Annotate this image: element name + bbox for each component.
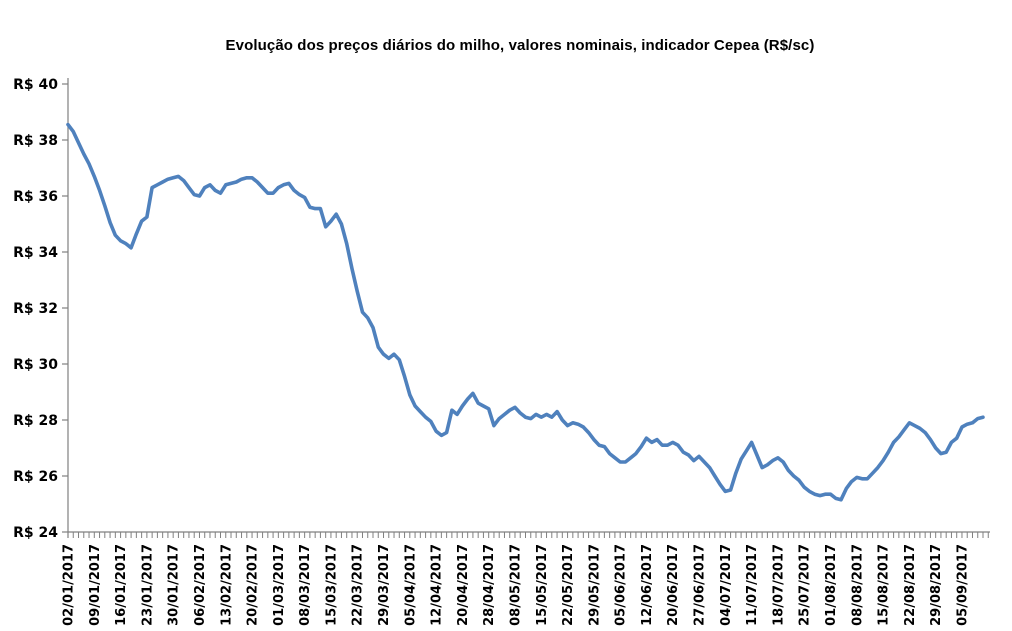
x-tick-label: 15/03/2017	[324, 544, 339, 626]
y-tick-label: R$ 40	[13, 77, 58, 93]
x-tick-label: 05/09/2017	[955, 544, 970, 626]
x-tick-label: 13/02/2017	[219, 544, 234, 626]
x-tick-label: 02/01/2017	[62, 544, 77, 626]
x-tick-label: 23/01/2017	[140, 544, 155, 626]
x-tick-label: 01/03/2017	[272, 544, 287, 626]
chart-title: Evolução dos preços diários do milho, va…	[225, 37, 815, 54]
x-axis-labels: 02/01/2017 09/01/2017 16/01/2017 23/01/2017…	[62, 544, 971, 626]
x-tick-label: 22/03/2017	[351, 544, 366, 626]
x-tick-label: 05/04/2017	[403, 544, 418, 626]
x-tick-label: 20/06/2017	[666, 544, 681, 626]
x-tick-label: 12/06/2017	[640, 544, 655, 626]
x-tick-label: 09/01/2017	[88, 544, 103, 626]
x-tick-label: 15/05/2017	[535, 544, 550, 626]
price-line	[66, 122, 985, 502]
x-tick-label: 29/05/2017	[587, 544, 602, 626]
x-tick-label: 01/08/2017	[824, 544, 839, 626]
axes	[62, 78, 990, 538]
y-tick-label: R$ 24	[13, 525, 58, 541]
x-tick-label: 30/01/2017	[167, 544, 182, 626]
x-tick-label: 15/08/2017	[877, 544, 892, 626]
x-tick-label: 16/01/2017	[114, 544, 129, 626]
x-tick-label: 08/05/2017	[508, 544, 523, 626]
x-tick-label: 12/04/2017	[430, 544, 445, 626]
x-tick-label: 06/02/2017	[193, 544, 208, 626]
x-tick-label: 22/08/2017	[903, 544, 918, 626]
x-tick-label: 28/04/2017	[482, 544, 497, 626]
y-tick-label: R$ 38	[13, 133, 58, 149]
y-axis-labels: R$ 24 R$ 26 R$ 28 R$ 30 R$ 32 R$ 34 R$ 36 R$ 38…	[13, 77, 58, 541]
x-tick-label: 18/07/2017	[771, 544, 786, 626]
x-tick-label: 25/07/2017	[798, 544, 813, 626]
y-tick-label: R$ 30	[13, 357, 58, 373]
x-tick-label: 04/07/2017	[719, 544, 734, 626]
x-axis-ticks	[67, 532, 989, 538]
x-tick-label: 27/06/2017	[693, 544, 708, 626]
y-tick-label: R$ 32	[13, 301, 58, 317]
y-tick-label: R$ 28	[13, 413, 58, 429]
x-tick-label: 11/07/2017	[745, 544, 760, 626]
y-tick-label: R$ 26	[13, 469, 58, 485]
x-tick-label: 05/06/2017	[614, 544, 629, 626]
x-tick-label: 20/04/2017	[456, 544, 471, 626]
x-tick-label: 29/03/2017	[377, 544, 392, 626]
x-tick-label: 08/08/2017	[850, 544, 865, 626]
y-tick-label: R$ 36	[13, 189, 58, 205]
x-tick-label: 08/03/2017	[298, 544, 313, 626]
y-tick-label: R$ 34	[13, 245, 58, 261]
x-tick-label: 20/02/2017	[246, 544, 261, 626]
x-tick-label: 22/05/2017	[561, 544, 576, 626]
x-tick-label: 29/08/2017	[929, 544, 944, 626]
